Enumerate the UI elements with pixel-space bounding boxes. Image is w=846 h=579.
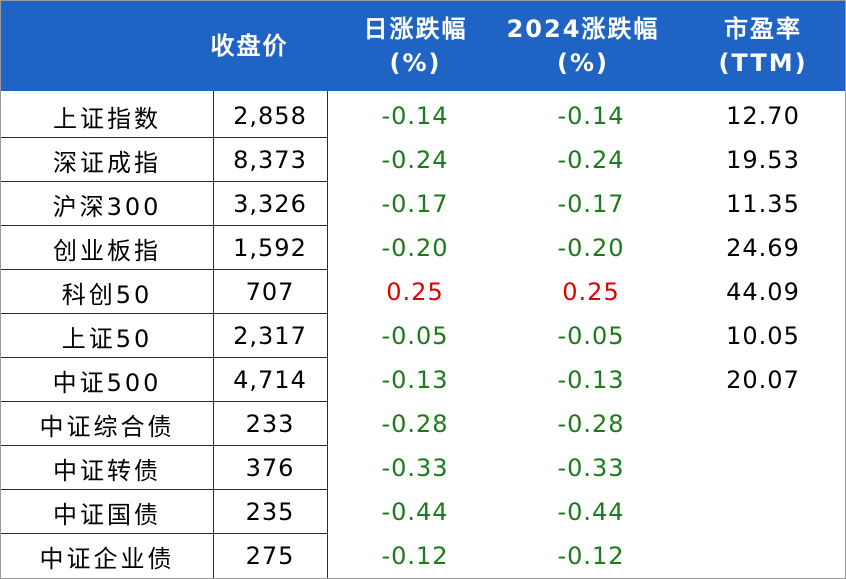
cell-ytd: -0.13 bbox=[557, 366, 625, 394]
header-ytd-change-label: 2024涨跌幅 bbox=[506, 15, 660, 43]
cell-ytd: 0.25 bbox=[562, 278, 620, 306]
table-row: 沪深300 3,326 -0.17 -0.17 11.35 bbox=[1, 182, 845, 226]
cell-daily: -0.28 bbox=[381, 410, 449, 438]
cell-close: 2,317 bbox=[233, 322, 307, 350]
table-header: 收盘价 日涨跌幅 (%) 2024涨跌幅 (%) 市盈率 (TTM) bbox=[1, 1, 845, 91]
cell-name: 上证50 bbox=[61, 324, 153, 353]
cell-daily: -0.44 bbox=[381, 498, 449, 526]
cell-name: 沪深300 bbox=[52, 192, 162, 221]
cell-name: 中证转债 bbox=[53, 456, 161, 485]
header-daily-change-unit: (%) bbox=[389, 49, 442, 77]
row-divider bbox=[1, 181, 328, 182]
cell-pe bbox=[681, 534, 845, 578]
row-divider bbox=[1, 533, 328, 534]
cell-daily: -0.33 bbox=[381, 454, 449, 482]
cell-daily: -0.17 bbox=[381, 190, 449, 218]
cell-close: 707 bbox=[245, 278, 295, 306]
cell-pe: 24.69 bbox=[726, 234, 800, 262]
cell-ytd: -0.44 bbox=[557, 498, 625, 526]
cell-name: 中证企业债 bbox=[39, 544, 175, 573]
cell-pe bbox=[681, 446, 845, 490]
cell-daily: 0.25 bbox=[386, 278, 444, 306]
cell-pe bbox=[681, 402, 845, 446]
header-pe-ratio: 市盈率 (TTM) bbox=[681, 1, 845, 91]
cell-ytd: -0.12 bbox=[557, 542, 625, 570]
cell-daily: -0.24 bbox=[381, 146, 449, 174]
cell-ytd: -0.17 bbox=[557, 190, 625, 218]
table-row: 科创50 707 0.25 0.25 44.09 bbox=[1, 270, 845, 314]
cell-close: 3,326 bbox=[233, 190, 307, 218]
cell-daily: -0.14 bbox=[381, 102, 449, 130]
header-close-price: 收盘价 bbox=[171, 1, 328, 91]
cell-close: 275 bbox=[245, 542, 295, 570]
cell-ytd: -0.14 bbox=[557, 102, 625, 130]
cell-name: 上证指数 bbox=[53, 104, 161, 133]
cell-close: 4,714 bbox=[233, 366, 307, 394]
row-divider bbox=[1, 269, 328, 270]
cell-close: 376 bbox=[245, 454, 295, 482]
cell-close: 1,592 bbox=[233, 234, 307, 262]
cell-name: 中证国债 bbox=[53, 500, 161, 529]
cell-close: 235 bbox=[245, 498, 295, 526]
table-row: 中证转债 376 -0.33 -0.33 bbox=[1, 446, 845, 490]
cell-daily: -0.12 bbox=[381, 542, 449, 570]
cell-name: 创业板指 bbox=[53, 236, 161, 265]
header-pe-ratio-label: 市盈率 bbox=[724, 15, 802, 43]
header-pe-ratio-unit: (TTM) bbox=[718, 49, 808, 77]
column-divider bbox=[327, 91, 328, 578]
table-row: 中证企业债 275 -0.12 -0.12 bbox=[1, 534, 845, 578]
table-row: 深证成指 8,373 -0.24 -0.24 19.53 bbox=[1, 138, 845, 182]
header-daily-change-label: 日涨跌幅 bbox=[363, 15, 468, 43]
cell-pe bbox=[681, 490, 845, 534]
cell-ytd: -0.24 bbox=[557, 146, 625, 174]
table-row: 中证国债 235 -0.44 -0.44 bbox=[1, 490, 845, 534]
cell-name: 科创50 bbox=[61, 280, 153, 309]
header-close-price-label: 收盘价 bbox=[210, 32, 289, 60]
row-divider bbox=[1, 445, 328, 446]
cell-ytd: -0.20 bbox=[557, 234, 625, 262]
table-row: 上证50 2,317 -0.05 -0.05 10.05 bbox=[1, 314, 845, 358]
cell-ytd: -0.33 bbox=[557, 454, 625, 482]
row-divider bbox=[1, 357, 328, 358]
cell-pe: 44.09 bbox=[726, 278, 800, 306]
cell-name: 中证500 bbox=[52, 368, 162, 397]
row-divider bbox=[1, 313, 328, 314]
cell-ytd: -0.28 bbox=[557, 410, 625, 438]
row-divider bbox=[1, 489, 328, 490]
row-divider bbox=[1, 225, 328, 226]
cell-close: 2,858 bbox=[233, 102, 307, 130]
header-ytd-change-unit: (%) bbox=[557, 49, 609, 77]
table-row: 上证指数 2,858 -0.14 -0.14 12.70 bbox=[1, 94, 845, 138]
cell-ytd: -0.05 bbox=[557, 322, 625, 350]
row-divider bbox=[1, 401, 328, 402]
header-daily-change: 日涨跌幅 (%) bbox=[328, 1, 503, 91]
table-row: 创业板指 1,592 -0.20 -0.20 24.69 bbox=[1, 226, 845, 270]
cell-daily: -0.05 bbox=[381, 322, 449, 350]
table-row: 中证500 4,714 -0.13 -0.13 20.07 bbox=[1, 358, 845, 402]
cell-name: 深证成指 bbox=[53, 148, 161, 177]
header-ytd-change: 2024涨跌幅 (%) bbox=[493, 1, 673, 91]
cell-pe: 11.35 bbox=[726, 190, 800, 218]
cell-pe: 12.70 bbox=[726, 102, 800, 130]
cell-pe: 10.05 bbox=[726, 322, 800, 350]
column-divider bbox=[213, 91, 214, 578]
cell-pe: 20.07 bbox=[726, 366, 800, 394]
row-divider bbox=[1, 137, 328, 138]
cell-daily: -0.13 bbox=[381, 366, 449, 394]
cell-close: 233 bbox=[245, 410, 295, 438]
table-row: 中证综合债 233 -0.28 -0.28 bbox=[1, 402, 845, 446]
cell-pe: 19.53 bbox=[726, 146, 800, 174]
cell-name: 中证综合债 bbox=[39, 412, 175, 441]
cell-close: 8,373 bbox=[233, 146, 307, 174]
cell-daily: -0.20 bbox=[381, 234, 449, 262]
